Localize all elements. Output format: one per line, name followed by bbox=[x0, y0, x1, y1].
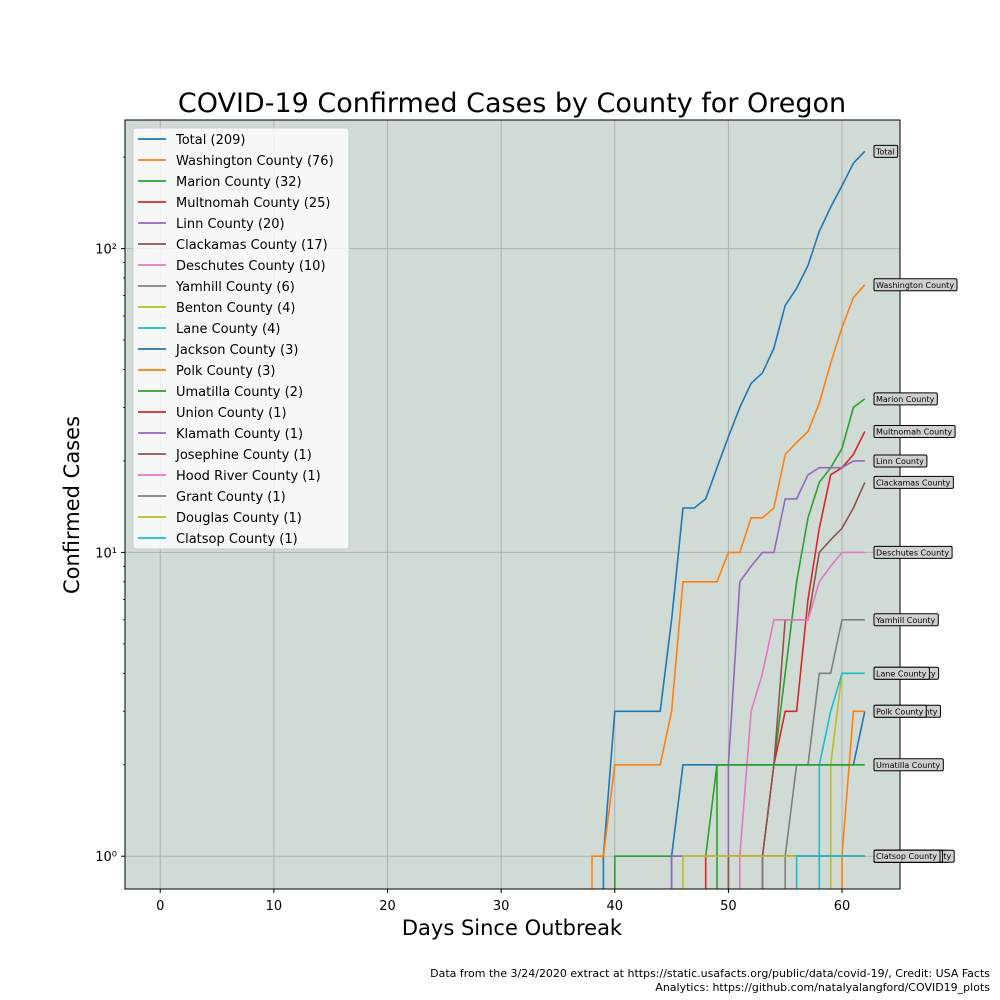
series-line bbox=[591, 284, 866, 889]
x-tick-label: 10 bbox=[266, 899, 283, 914]
series-line bbox=[716, 764, 865, 889]
legend-label: Linn County (20) bbox=[176, 217, 285, 232]
end-label-text: Washington County bbox=[876, 281, 954, 290]
legend-label: Hood River County (1) bbox=[176, 469, 321, 484]
legend: Total (209) Washington County (76) Marion … bbox=[132, 127, 350, 550]
end-label: Lane County bbox=[873, 666, 930, 680]
end-label: Washington County bbox=[873, 278, 958, 292]
end-label: Marion County bbox=[873, 392, 938, 406]
end-label-text: Deschutes County bbox=[876, 548, 949, 557]
series-line bbox=[841, 710, 865, 889]
legend-label: Deschutes County (10) bbox=[176, 259, 326, 274]
end-label: Clackamas County bbox=[873, 475, 954, 489]
end-label: Umatilla County bbox=[873, 758, 944, 772]
y-tick-label: 10⁰ bbox=[95, 850, 117, 865]
end-label-text: Clackamas County bbox=[876, 478, 951, 487]
legend-label: Douglas County (1) bbox=[176, 511, 302, 526]
end-label-box bbox=[873, 454, 928, 468]
x-tick-label: 30 bbox=[493, 899, 510, 914]
series-line bbox=[818, 672, 865, 889]
end-label-text: Linn County bbox=[876, 457, 924, 466]
end-label-box bbox=[873, 144, 899, 158]
x-tick-label: 50 bbox=[720, 899, 737, 914]
end-label: Deschutes County bbox=[873, 545, 953, 559]
legend-label: Washington County (76) bbox=[176, 154, 334, 169]
end-label: Clatsop County bbox=[873, 849, 941, 863]
end-label-box bbox=[873, 666, 930, 680]
series-line bbox=[761, 482, 866, 889]
legend-label: Clatsop County (1) bbox=[176, 532, 298, 547]
end-label-text: Polk County bbox=[876, 707, 924, 716]
end-label-text: Multnomah County bbox=[876, 428, 952, 437]
legend-label: Marion County (32) bbox=[176, 175, 302, 190]
y-tick-label: 10¹ bbox=[95, 546, 117, 561]
y-tick-label: 10² bbox=[95, 243, 117, 258]
series-line bbox=[739, 551, 865, 889]
legend-box bbox=[132, 127, 350, 550]
data-credit: Data from the 3/24/2020 extract at https… bbox=[430, 967, 990, 980]
legend-label: Multnomah County (25) bbox=[176, 196, 330, 211]
end-label-box bbox=[873, 613, 939, 627]
x-axis-ticks: 0 10 20 30 40 50 60 bbox=[156, 889, 850, 914]
end-label: Polk County bbox=[873, 704, 927, 718]
end-label-text: Marion County bbox=[876, 395, 935, 404]
end-label-box bbox=[873, 392, 938, 406]
analytics-credit: Analytics: https://github.com/natalyalan… bbox=[655, 981, 990, 994]
legend-label: Total (209) bbox=[175, 133, 245, 148]
end-label-box bbox=[873, 425, 956, 439]
end-label-text: Total bbox=[875, 147, 895, 156]
end-label-text: Lane County bbox=[876, 669, 927, 678]
legend-label: Klamath County (1) bbox=[176, 427, 303, 442]
y-axis-label: Confirmed Cases bbox=[60, 416, 84, 594]
end-label-text: Clatsop County bbox=[876, 852, 937, 861]
series-line bbox=[784, 619, 865, 889]
plot-frame bbox=[124, 119, 901, 890]
chart-title: COVID-19 Confirmed Cases by County for O… bbox=[178, 88, 846, 119]
end-label-box bbox=[873, 849, 941, 863]
end-label: Yamhill County bbox=[873, 613, 939, 627]
legend-label: Benton County (4) bbox=[176, 301, 295, 316]
legend-label: Polk County (3) bbox=[176, 364, 275, 379]
legend-label: Josephine County (1) bbox=[175, 448, 312, 463]
legend-label: Lane County (4) bbox=[176, 322, 280, 337]
end-label-box bbox=[873, 545, 953, 559]
x-tick-label: 60 bbox=[834, 899, 851, 914]
legend-label: Jackson County (3) bbox=[175, 343, 298, 358]
x-tick-label: 40 bbox=[606, 899, 623, 914]
end-label: Linn County bbox=[873, 454, 928, 468]
end-label-box bbox=[873, 278, 958, 292]
series-line bbox=[727, 460, 865, 889]
end-labels: Total Washington County Marion County Multn… bbox=[873, 144, 958, 863]
end-label: Total bbox=[873, 144, 899, 158]
x-axis-label: Days Since Outbreak bbox=[402, 916, 623, 940]
legend-label: Clackamas County (17) bbox=[176, 238, 328, 253]
end-label-text: Yamhill County bbox=[875, 616, 936, 625]
legend-label: Umatilla County (2) bbox=[176, 385, 303, 400]
legend-label: Yamhill County (6) bbox=[175, 280, 295, 295]
end-label-box bbox=[873, 704, 927, 718]
legend-label: Union County (1) bbox=[176, 406, 287, 421]
series-line bbox=[795, 855, 865, 889]
x-tick-label: 20 bbox=[379, 899, 396, 914]
series-lines bbox=[591, 150, 866, 889]
end-label: Multnomah County bbox=[873, 425, 956, 439]
y-axis-ticks: 10⁰ 10¹ 10² bbox=[95, 156, 125, 865]
series-line bbox=[602, 150, 866, 889]
end-label-text: Umatilla County bbox=[876, 761, 941, 770]
end-label-box bbox=[873, 475, 954, 489]
x-tick-label: 0 bbox=[156, 899, 164, 914]
legend-label: Grant County (1) bbox=[176, 490, 286, 505]
end-label-box bbox=[873, 758, 944, 772]
